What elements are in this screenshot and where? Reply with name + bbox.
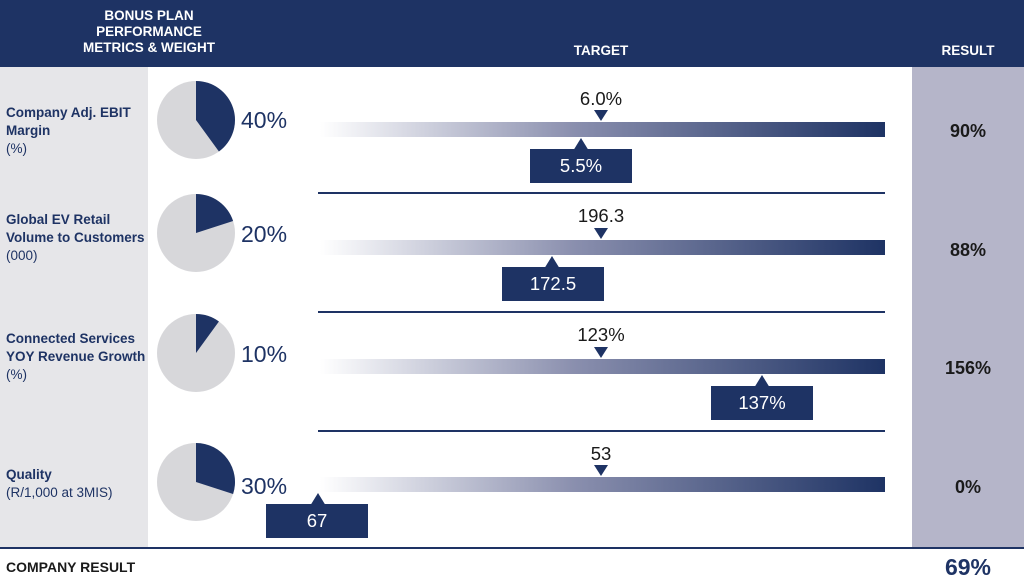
actual-value: 67 (266, 504, 368, 538)
weight-pie-chart (157, 81, 235, 159)
pie-weight-slice (196, 443, 235, 495)
metrics-panel (0, 67, 148, 547)
metric-name: Connected Services YOY Revenue Growth (6, 331, 146, 364)
weight-label: 30% (241, 473, 288, 499)
pie-weight-slice (196, 194, 234, 233)
target-marker (594, 347, 608, 358)
company-result-value: 69% (944, 554, 992, 580)
header-result-title: RESULT (941, 43, 995, 58)
header-metrics-title: BONUS PLAN PERFORMANCE METRICS & WEIGHT (83, 8, 215, 55)
metric-label: Company Adj. EBIT Margin (%) (6, 104, 146, 158)
actual-value: 5.5% (530, 149, 632, 183)
metric-unit: (R/1,000 at 3MIS) (6, 485, 113, 500)
metric-unit: (%) (6, 367, 27, 382)
result-value: 88% (949, 240, 987, 260)
result-value: 90% (949, 121, 987, 141)
weight-label: 20% (241, 221, 288, 247)
actual-value: 137% (711, 386, 813, 420)
target-range-bar (320, 359, 885, 374)
actual-marker (754, 375, 770, 388)
metric-name: Quality (6, 467, 52, 482)
target-range-bar (320, 240, 885, 255)
header-target-title: TARGET (573, 43, 629, 58)
result-panel (912, 67, 1024, 547)
target-marker (594, 110, 608, 121)
metric-name: Global EV Retail Volume to Customers (6, 212, 145, 245)
target-marker (594, 465, 608, 476)
target-value: 196.3 (577, 205, 625, 226)
actual-marker (573, 138, 589, 151)
target-value: 53 (590, 443, 612, 464)
weight-pie-chart (157, 194, 235, 272)
result-value: 156% (944, 358, 992, 378)
footer-divider (0, 547, 1024, 549)
row-separator (318, 311, 885, 313)
pie-weight-slice (196, 314, 219, 353)
target-range-bar (320, 477, 885, 492)
target-value: 6.0% (579, 88, 623, 109)
weight-pie-chart (157, 443, 235, 521)
target-range-bar (320, 122, 885, 137)
actual-marker (310, 493, 326, 506)
target-value: 123% (577, 324, 625, 345)
metric-label: Connected Services YOY Revenue Growth (%… (6, 330, 146, 384)
actual-marker (544, 256, 560, 269)
metric-label: Quality (R/1,000 at 3MIS) (6, 466, 146, 502)
table-header: BONUS PLAN PERFORMANCE METRICS & WEIGHT … (0, 0, 1024, 67)
row-separator (318, 192, 885, 194)
row-separator (318, 430, 885, 432)
result-value: 0% (954, 477, 981, 497)
target-marker (594, 228, 608, 239)
weight-label: 10% (241, 341, 288, 367)
actual-value: 172.5 (502, 267, 604, 301)
metric-unit: (000) (6, 248, 38, 263)
metric-name: Company Adj. EBIT Margin (6, 105, 131, 138)
weight-pie-chart (157, 314, 235, 392)
metric-unit: (%) (6, 141, 27, 156)
company-result-label: COMPANY RESULT (6, 559, 136, 575)
weight-label: 40% (241, 107, 288, 133)
metric-label: Global EV Retail Volume to Customers (00… (6, 211, 146, 265)
pie-weight-slice (196, 81, 235, 152)
